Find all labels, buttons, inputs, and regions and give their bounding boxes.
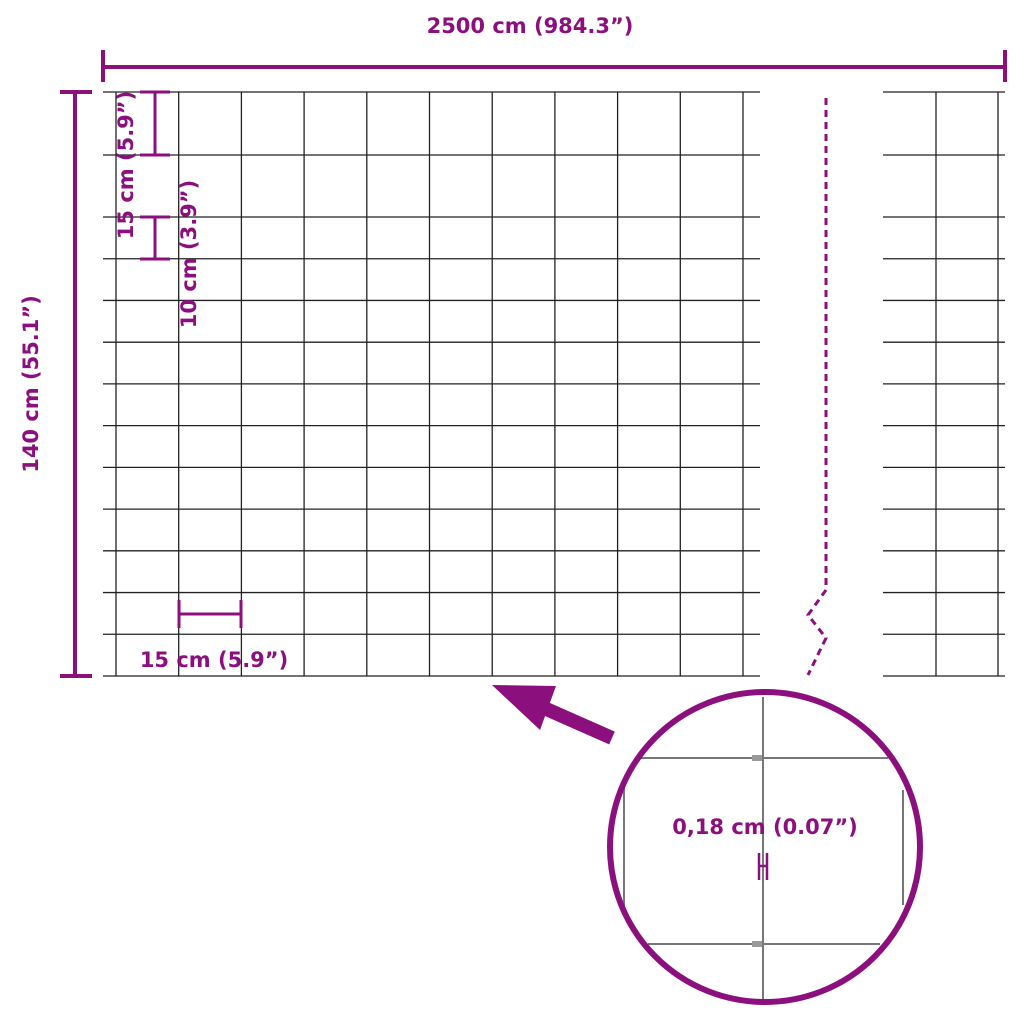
top-mesh-bracket [140,90,170,157]
total-length-label: 2500 cm (984.3”) [427,14,634,38]
height-dimension-line [60,90,92,678]
wire-thickness-label: 0,18 cm (0.07”) [672,815,858,839]
lower-mesh-height-label: 10 cm (3.9”) [177,180,201,328]
dimension-lines [60,50,1007,678]
break-line [806,98,828,676]
lower-mesh-bracket [140,215,170,261]
mesh-grid [103,91,1005,677]
total-height-label: 140 cm (55.1”) [19,295,43,473]
top-mesh-height-label: 15 cm (5.9”) [114,91,138,239]
wire-thickness-marker [757,853,769,880]
length-dimension-line [101,50,1007,82]
zoom-arrow [492,685,615,745]
mesh-width-label: 15 cm (5.9”) [140,648,288,672]
detail-magnifier [607,689,923,1005]
mesh-width-bracket [177,600,243,628]
